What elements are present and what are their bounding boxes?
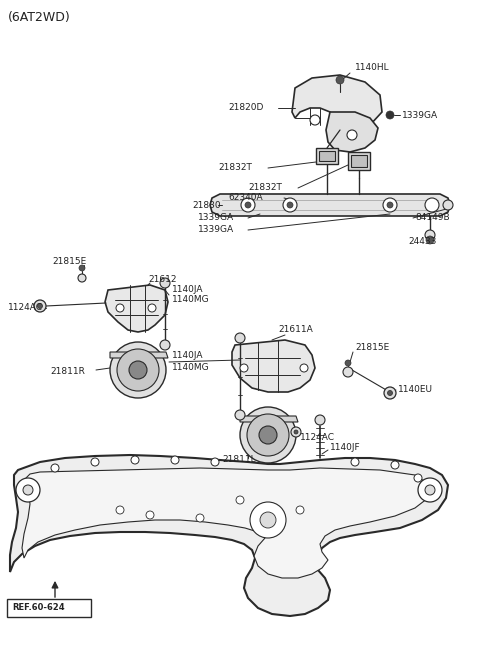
Text: 21820D: 21820D — [228, 103, 264, 113]
Circle shape — [211, 458, 219, 466]
Text: 84149B: 84149B — [415, 214, 450, 223]
Text: 24433: 24433 — [408, 238, 436, 246]
Circle shape — [78, 274, 86, 282]
Text: 21815E: 21815E — [355, 343, 389, 352]
Circle shape — [425, 198, 439, 212]
Bar — [351, 155, 367, 167]
Circle shape — [300, 364, 308, 372]
Circle shape — [241, 198, 255, 212]
Circle shape — [129, 361, 147, 379]
Circle shape — [37, 303, 43, 309]
Circle shape — [51, 464, 59, 472]
Circle shape — [116, 304, 124, 312]
Text: 1140EU: 1140EU — [398, 386, 433, 394]
Circle shape — [386, 111, 394, 119]
Bar — [316, 148, 338, 164]
Circle shape — [294, 430, 298, 434]
Text: 1124AC: 1124AC — [8, 303, 43, 312]
Polygon shape — [105, 285, 168, 332]
Circle shape — [23, 485, 33, 495]
Circle shape — [391, 461, 399, 469]
Circle shape — [235, 333, 245, 343]
Circle shape — [347, 130, 357, 140]
Circle shape — [131, 456, 139, 464]
Text: 21612: 21612 — [148, 276, 177, 284]
Text: 21832T: 21832T — [248, 183, 282, 193]
Circle shape — [418, 478, 442, 502]
Circle shape — [110, 342, 166, 398]
Text: 21830: 21830 — [192, 200, 221, 210]
Circle shape — [171, 456, 179, 464]
Circle shape — [426, 236, 434, 244]
Circle shape — [425, 485, 435, 495]
Text: 21815E: 21815E — [52, 257, 86, 267]
Circle shape — [384, 387, 396, 399]
Circle shape — [116, 506, 124, 514]
Text: 1140JF: 1140JF — [330, 443, 360, 453]
Circle shape — [240, 364, 248, 372]
Text: 62340A: 62340A — [228, 193, 263, 202]
Circle shape — [245, 202, 251, 208]
Circle shape — [240, 407, 296, 463]
Circle shape — [425, 230, 435, 240]
Text: 1140MG: 1140MG — [172, 364, 210, 373]
Bar — [319, 151, 335, 161]
Text: 1140JA: 1140JA — [172, 350, 204, 360]
Circle shape — [296, 506, 304, 514]
Polygon shape — [232, 340, 315, 392]
Circle shape — [196, 514, 204, 522]
Polygon shape — [326, 112, 378, 152]
Circle shape — [260, 512, 276, 528]
Text: 1339GA: 1339GA — [198, 214, 234, 223]
Text: 1140MG: 1140MG — [172, 295, 210, 305]
Circle shape — [259, 426, 277, 444]
Text: REF.60-624: REF.60-624 — [12, 603, 65, 612]
Circle shape — [443, 200, 453, 210]
Text: 1339GA: 1339GA — [198, 225, 234, 234]
Circle shape — [351, 458, 359, 466]
Circle shape — [236, 496, 244, 504]
Polygon shape — [110, 352, 168, 358]
Text: 1140JA: 1140JA — [172, 286, 204, 295]
Circle shape — [283, 198, 297, 212]
Text: 21832T: 21832T — [218, 164, 252, 172]
Circle shape — [387, 390, 393, 396]
Circle shape — [79, 265, 85, 271]
Circle shape — [315, 415, 325, 425]
Circle shape — [336, 76, 344, 84]
Circle shape — [34, 300, 46, 312]
Circle shape — [310, 115, 320, 125]
FancyBboxPatch shape — [7, 599, 91, 617]
Circle shape — [383, 198, 397, 212]
Circle shape — [91, 458, 99, 466]
Text: 1339GA: 1339GA — [402, 111, 438, 119]
Circle shape — [287, 202, 293, 208]
Circle shape — [16, 478, 40, 502]
Polygon shape — [10, 455, 448, 616]
Text: 1140HL: 1140HL — [355, 64, 390, 73]
Text: 21811L: 21811L — [222, 455, 256, 464]
Circle shape — [160, 278, 170, 288]
Circle shape — [250, 502, 286, 538]
Circle shape — [148, 304, 156, 312]
Text: 1124AC: 1124AC — [300, 434, 335, 443]
Text: 21811R: 21811R — [50, 367, 85, 377]
Text: (6AT2WD): (6AT2WD) — [8, 12, 71, 24]
Circle shape — [235, 410, 245, 420]
Circle shape — [343, 367, 353, 377]
Text: 21611A: 21611A — [278, 326, 313, 335]
Bar — [348, 152, 370, 170]
Circle shape — [291, 427, 301, 437]
Polygon shape — [22, 468, 430, 578]
Circle shape — [387, 202, 393, 208]
Circle shape — [146, 511, 154, 519]
Polygon shape — [210, 194, 450, 216]
Polygon shape — [292, 75, 382, 130]
Polygon shape — [240, 416, 298, 422]
Circle shape — [117, 349, 159, 391]
Circle shape — [247, 414, 289, 456]
Circle shape — [160, 340, 170, 350]
Circle shape — [345, 360, 351, 366]
Circle shape — [414, 474, 422, 482]
